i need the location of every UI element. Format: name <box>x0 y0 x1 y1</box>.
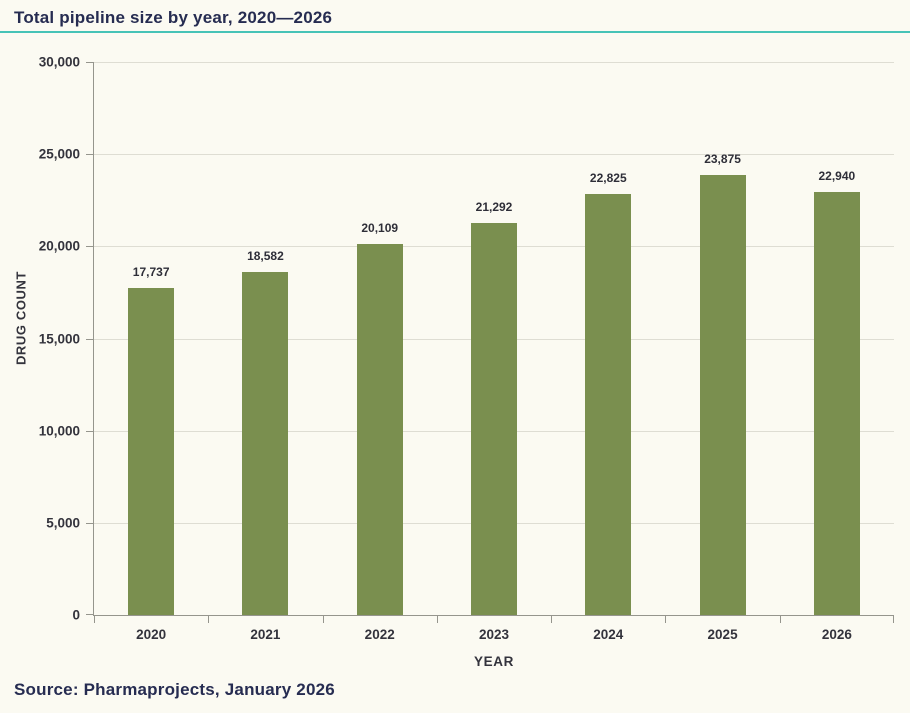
y-axis-label-5000: 5,000 <box>46 515 80 531</box>
bar-value-label-2020: 17,737 <box>132 265 170 280</box>
x-axis-tick-4 <box>551 615 553 623</box>
x-axis-label-2026: 2026 <box>821 627 852 642</box>
bar-2025 <box>699 174 746 615</box>
bar-value-label-2021: 18,582 <box>247 249 284 264</box>
bar-value-label-2024: 22,825 <box>589 171 627 186</box>
bar-value-label-2022: 20,109 <box>361 221 399 236</box>
bar-2026 <box>813 192 860 615</box>
x-axis-label-2025: 2025 <box>707 627 738 642</box>
y-axis-label-25000: 25,000 <box>38 146 80 162</box>
x-axis-tick-5 <box>665 615 667 623</box>
y-axis-tick-15000 <box>86 338 94 340</box>
y-axis-tick-0 <box>86 614 94 615</box>
bar-2021 <box>242 272 289 615</box>
x-axis-tick-1 <box>208 615 210 623</box>
y-axis-tick-10000 <box>86 430 94 432</box>
gridline-30000 <box>94 62 894 63</box>
x-axis-tick-3 <box>436 615 438 623</box>
x-axis-label-2021: 2021 <box>250 627 281 642</box>
y-axis-label-15000: 15,000 <box>38 331 80 346</box>
x-axis-label-2023: 2023 <box>478 627 510 642</box>
x-axis-label-2022: 2022 <box>364 627 395 642</box>
x-axis-tick-2 <box>322 615 324 623</box>
chart-title: Total pipeline size by year, 2020—2026 <box>14 8 333 27</box>
y-axis-title: DRUG COUNT <box>13 270 29 366</box>
y-axis-label-0: 0 <box>72 607 80 623</box>
bar-2024 <box>585 194 632 615</box>
y-axis-tick-20000 <box>86 246 94 248</box>
y-axis-label-20000: 20,000 <box>38 238 80 254</box>
bar-value-label-2026: 22,940 <box>818 169 856 184</box>
x-axis-tick-0 <box>94 615 95 623</box>
chart-header: Total pipeline size by year, 2020—2026 <box>0 0 910 33</box>
y-axis-tick-5000 <box>86 522 94 524</box>
x-axis-label-2020: 2020 <box>136 627 167 642</box>
y-axis-tick-25000 <box>86 154 94 156</box>
x-axis-tick-6 <box>779 615 781 623</box>
bar-value-label-2025: 23,875 <box>704 151 741 166</box>
bar-2023 <box>471 222 517 615</box>
y-axis-tick-30000 <box>86 62 94 63</box>
gridline-25000 <box>94 154 894 156</box>
source-caption: Source: Pharmaprojects, January 2026 <box>14 680 335 699</box>
y-axis-label-10000: 10,000 <box>38 423 80 439</box>
x-axis-label-2024: 2024 <box>593 627 624 642</box>
bar-2020 <box>128 288 175 615</box>
x-axis-title: YEAR <box>474 654 514 669</box>
y-axis-label-30000: 30,000 <box>38 54 80 70</box>
bar-value-label-2023: 21,292 <box>475 199 513 214</box>
bar-chart-plot-area: YEAR 0 5,000 10,000 15,000 20,000 25,000 30,00… <box>39 55 894 669</box>
x-axis-tick-7 <box>893 615 894 623</box>
bar-2022 <box>356 244 403 615</box>
